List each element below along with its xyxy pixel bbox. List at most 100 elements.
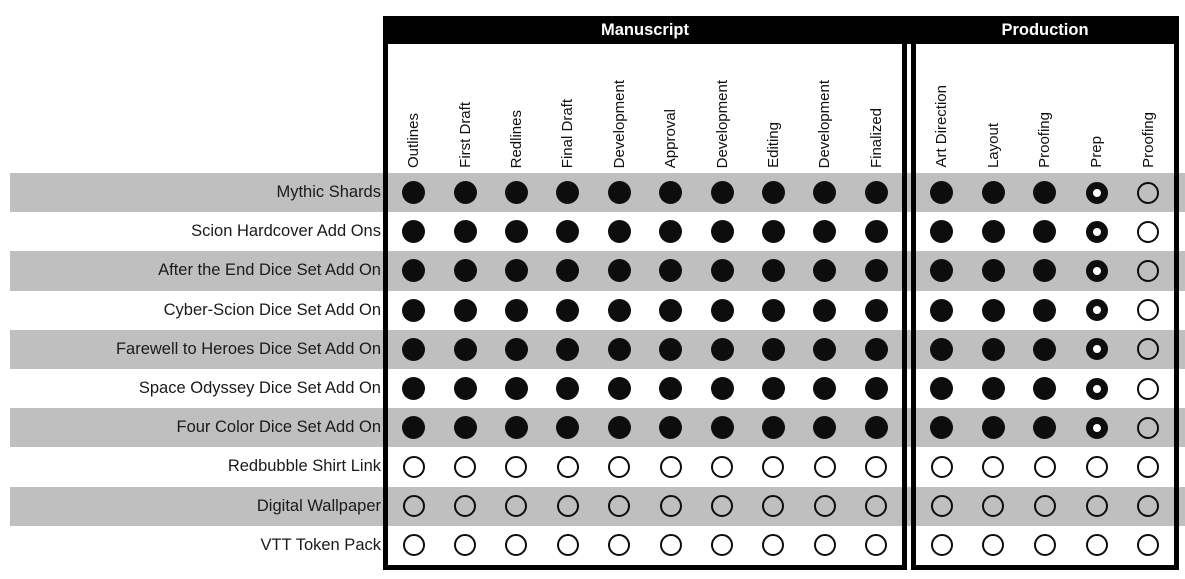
- status-dot-empty: [1033, 534, 1056, 557]
- status-cell: [388, 487, 439, 526]
- row-label: After the End Dice Set Add On: [158, 261, 381, 280]
- status-cell: [542, 526, 593, 565]
- status-dot-donut: [1085, 220, 1108, 243]
- status-dot-empty: [865, 534, 888, 557]
- status-cell: [439, 447, 490, 486]
- status-cell: [851, 526, 902, 565]
- status-dot-filled: [504, 416, 528, 440]
- status-cell: [748, 526, 799, 565]
- row-label: VTT Token Pack: [260, 535, 381, 554]
- status-cell: [1019, 330, 1071, 369]
- status-dot-empty: [454, 495, 477, 518]
- status-dot-filled: [556, 298, 580, 322]
- status-cell: [645, 330, 696, 369]
- status-cell: [594, 487, 645, 526]
- status-dot-empty: [1033, 495, 1056, 518]
- status-dot-filled: [761, 259, 785, 283]
- status-cell: [491, 212, 542, 251]
- status-cell: [645, 212, 696, 251]
- status-dot-filled: [930, 220, 954, 244]
- status-dot-filled: [761, 220, 785, 244]
- status-cell: [645, 487, 696, 526]
- status-dot-filled: [981, 298, 1005, 322]
- status-cell: [491, 173, 542, 212]
- table-row: VTT Token Pack: [10, 526, 1185, 565]
- status-dot-filled: [1033, 220, 1057, 244]
- production-table: [911, 44, 1179, 570]
- status-cell: [439, 330, 490, 369]
- status-cell: [851, 330, 902, 369]
- status-dot-empty: [1137, 299, 1160, 322]
- status-dot-filled: [761, 416, 785, 440]
- manuscript-table: [383, 44, 907, 570]
- status-dot-filled: [607, 416, 631, 440]
- status-cell: [851, 447, 902, 486]
- status-dot-filled: [1033, 416, 1057, 440]
- status-cell: [1019, 251, 1071, 290]
- status-cell: [594, 369, 645, 408]
- status-cell: [916, 173, 968, 212]
- status-dot-filled: [761, 377, 785, 401]
- section-header-manuscript: Manuscript: [600, 20, 689, 39]
- status-dot-filled: [453, 377, 477, 401]
- status-cell: [1122, 330, 1174, 369]
- status-cell: [799, 447, 850, 486]
- status-cell: [968, 291, 1020, 330]
- status-cell: [851, 369, 902, 408]
- status-dot-filled: [453, 220, 477, 244]
- status-dot-empty: [659, 455, 682, 478]
- status-cell: [748, 251, 799, 290]
- status-dot-empty: [982, 455, 1005, 478]
- status-dot-filled: [710, 181, 734, 205]
- row-label: Scion Hardcover Add Ons: [191, 222, 381, 241]
- status-dot-filled: [930, 337, 954, 361]
- status-dot-filled: [930, 259, 954, 283]
- status-dot-filled: [453, 416, 477, 440]
- status-dot-empty: [1137, 495, 1160, 518]
- status-dot-filled: [1033, 337, 1057, 361]
- status-cell: [542, 487, 593, 526]
- status-dot-empty: [813, 495, 836, 518]
- status-cell: [799, 173, 850, 212]
- status-cell: [542, 173, 593, 212]
- status-dot-filled: [453, 181, 477, 205]
- row-label: Cyber-Scion Dice Set Add On: [163, 300, 381, 319]
- status-cell: [748, 447, 799, 486]
- status-cell: [491, 408, 542, 447]
- status-dot-filled: [864, 337, 888, 361]
- status-dot-filled: [607, 377, 631, 401]
- status-cell: [851, 291, 902, 330]
- status-dot-empty: [659, 495, 682, 518]
- status-cell: [1071, 212, 1123, 251]
- status-cell: [388, 251, 439, 290]
- status-cell: [439, 251, 490, 290]
- status-cell: [388, 291, 439, 330]
- status-dot-empty: [1137, 534, 1160, 557]
- status-dot-empty: [505, 534, 528, 557]
- status-dot-filled: [402, 337, 426, 361]
- status-cell: [696, 526, 747, 565]
- status-cell: [748, 369, 799, 408]
- status-dot-filled: [813, 298, 837, 322]
- status-dot-empty: [608, 455, 631, 478]
- status-cell: [1019, 487, 1071, 526]
- status-cell: [696, 291, 747, 330]
- status-dot-filled: [864, 259, 888, 283]
- status-cell: [542, 369, 593, 408]
- status-dot-filled: [813, 181, 837, 205]
- status-cell: [645, 526, 696, 565]
- status-cell: [1122, 251, 1174, 290]
- status-dot-filled: [659, 298, 683, 322]
- status-dot-empty: [402, 534, 425, 557]
- status-cell: [491, 330, 542, 369]
- status-cell: [491, 291, 542, 330]
- production-dot-grid: [916, 173, 1174, 565]
- status-cell: [1122, 487, 1174, 526]
- status-cell: [542, 330, 593, 369]
- status-dot-empty: [813, 534, 836, 557]
- status-cell: [542, 408, 593, 447]
- status-dot-filled: [556, 259, 580, 283]
- status-cell: [851, 408, 902, 447]
- status-cell: [1019, 447, 1071, 486]
